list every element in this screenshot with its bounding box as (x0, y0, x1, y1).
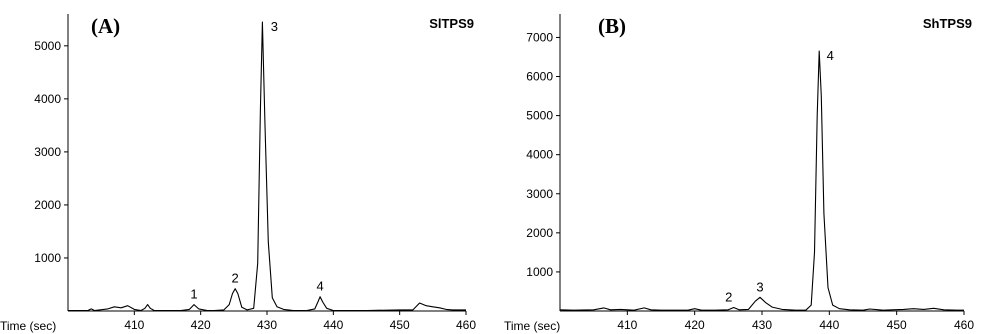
x-axis-label: Time (sec) (0, 319, 56, 333)
y-tick-label: 7000 (526, 30, 553, 44)
y-tick-label: 4000 (34, 92, 61, 106)
x-tick-label: 460 (954, 318, 974, 332)
x-tick-label: 440 (323, 318, 343, 332)
panel-b: (B) ShTPS9 Time (sec) 1000 2000 3000 4000 50… (504, 14, 974, 333)
x-tick-label: 440 (819, 318, 839, 332)
y-tick-label: 1000 (526, 265, 553, 279)
y-tick-label: 2000 (526, 226, 553, 240)
peak-label: 2 (725, 289, 732, 304)
peak-label: 1 (190, 287, 197, 302)
chromatogram-trace (559, 50, 964, 311)
x-tick-label: 460 (456, 318, 476, 332)
y-tick-label: 6000 (526, 70, 553, 84)
x-tick-label: 450 (887, 318, 907, 332)
chromatogram-trace (68, 21, 466, 312)
x-tick-label: 410 (124, 318, 144, 332)
peak-label: 2 (232, 271, 239, 286)
y-tick-label: 3000 (34, 145, 61, 159)
y-tick-label: 1000 (34, 251, 61, 265)
x-tick-label: 410 (617, 318, 637, 332)
x-tick-label: 430 (752, 318, 772, 332)
x-tick-label: 420 (685, 318, 705, 332)
y-tick-label: 3000 (526, 187, 553, 201)
peak-label: 4 (316, 279, 323, 294)
panel-a: (A) SlTPS9 Time (sec) 1000 2000 3000 4000 50… (0, 14, 476, 333)
y-tick-label: 5000 (526, 109, 553, 123)
peak-label: 3 (756, 279, 763, 294)
panel-letter: (B) (598, 14, 626, 38)
x-tick-label: 430 (257, 318, 277, 332)
peak-label: 3 (271, 19, 278, 34)
x-tick-label: 420 (191, 318, 211, 332)
chart-title: ShTPS9 (923, 16, 972, 31)
chart-title: SlTPS9 (429, 16, 474, 31)
x-tick-label: 450 (390, 318, 410, 332)
x-axis-label: Time (sec) (504, 319, 560, 333)
panel-letter: (A) (91, 14, 120, 38)
y-tick-label: 4000 (526, 148, 553, 162)
peak-label: 4 (827, 48, 834, 63)
y-tick-label: 5000 (34, 39, 61, 53)
y-tick-label: 2000 (34, 198, 61, 212)
